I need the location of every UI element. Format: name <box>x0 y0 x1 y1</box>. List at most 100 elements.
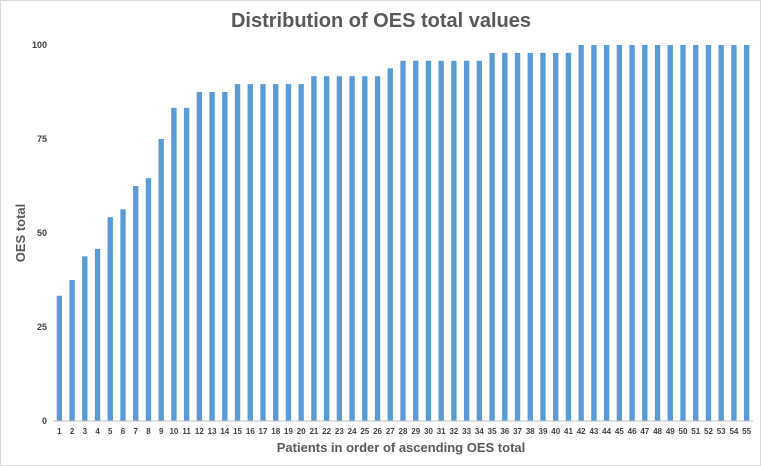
y-tick-label: 100 <box>32 40 47 50</box>
bar-18 <box>273 84 279 421</box>
bar-29 <box>413 60 419 422</box>
x-tick-label: 10 <box>169 427 178 436</box>
y-axis-ticks: 0 25 50 75 100 <box>32 40 47 426</box>
bar-38 <box>527 52 533 422</box>
bar-26 <box>374 76 381 421</box>
x-tick-label: 46 <box>628 427 637 436</box>
bar-17 <box>260 84 266 421</box>
bar-13 <box>209 92 215 421</box>
x-tick-label: 40 <box>551 427 560 436</box>
y-tick-label: 0 <box>42 416 47 426</box>
x-tick-label: 13 <box>208 427 217 436</box>
x-tick-label: 22 <box>322 427 331 436</box>
x-tick-label: 48 <box>653 427 662 436</box>
x-tick-label: 14 <box>220 427 229 436</box>
x-tick-label: 20 <box>297 427 306 436</box>
bar-25 <box>362 76 368 421</box>
bar-31 <box>438 60 444 422</box>
x-tick-label: 23 <box>335 427 344 436</box>
x-tick-label: 38 <box>526 427 535 436</box>
bar-3 <box>82 256 88 421</box>
x-tick-label: 7 <box>134 427 139 436</box>
bar-41 <box>565 52 572 422</box>
bar-11 <box>183 107 190 422</box>
bar-2 <box>69 280 75 421</box>
bar-30 <box>425 60 432 422</box>
x-tick-label: 5 <box>108 427 113 436</box>
x-tick-label: 19 <box>284 427 293 436</box>
x-tick-label: 35 <box>488 427 497 436</box>
bar-24 <box>349 76 355 421</box>
bar-54 <box>731 45 737 421</box>
x-tick-label: 39 <box>539 427 548 436</box>
bar-51 <box>693 45 699 421</box>
x-tick-label: 37 <box>513 427 522 436</box>
y-tick-label: 75 <box>37 134 47 144</box>
bars <box>56 45 750 422</box>
x-tick-label: 45 <box>615 427 624 436</box>
x-tick-label: 53 <box>717 427 726 436</box>
x-tick-label: 31 <box>437 427 446 436</box>
x-tick-label: 17 <box>259 427 268 436</box>
bar-27 <box>387 68 393 421</box>
x-tick-label: 27 <box>386 427 395 436</box>
x-tick-label: 16 <box>246 427 255 436</box>
bar-43 <box>591 45 597 421</box>
y-axis-title: OES total <box>13 204 28 263</box>
bar-16 <box>247 84 253 421</box>
bar-19 <box>285 84 292 421</box>
x-tick-label: 43 <box>589 427 598 436</box>
x-tick-label: 55 <box>742 427 751 436</box>
bar-45 <box>616 45 623 421</box>
x-tick-label: 4 <box>95 427 100 436</box>
bar-36 <box>502 52 508 422</box>
bar-49 <box>667 45 673 421</box>
x-axis-title: Patients in order of ascending OES total <box>277 440 526 455</box>
bar-34 <box>476 60 483 422</box>
bar-32 <box>451 60 457 422</box>
x-tick-label: 44 <box>602 427 611 436</box>
x-tick-label: 52 <box>704 427 713 436</box>
bar-1 <box>56 295 63 421</box>
x-tick-label: 11 <box>182 427 191 436</box>
bar-37 <box>514 52 521 422</box>
bar-20 <box>298 84 304 421</box>
bar-53 <box>718 45 724 421</box>
bar-48 <box>654 45 661 421</box>
bar-44 <box>603 45 610 421</box>
x-tick-label: 15 <box>233 427 242 436</box>
bar-39 <box>540 52 546 422</box>
x-tick-label: 12 <box>195 427 204 436</box>
x-tick-label: 6 <box>121 427 126 436</box>
bar-40 <box>553 52 559 422</box>
x-tick-label: 49 <box>666 427 675 436</box>
x-tick-label: 32 <box>449 427 458 436</box>
bar-8 <box>145 178 152 421</box>
x-tick-label: 36 <box>500 427 509 436</box>
x-tick-label: 26 <box>373 427 382 436</box>
x-tick-label: 42 <box>577 427 586 436</box>
bar-33 <box>463 60 470 422</box>
chart-title: Distribution of OES total values <box>231 10 531 32</box>
x-tick-label: 33 <box>462 427 471 436</box>
bar-12 <box>196 92 203 421</box>
bar-28 <box>400 60 406 422</box>
x-tick-label: 8 <box>146 427 151 436</box>
bar-42 <box>578 45 584 421</box>
x-tick-label: 41 <box>564 427 573 436</box>
bar-9 <box>158 139 164 421</box>
bar-10 <box>171 107 177 422</box>
x-axis-ticks: 1 2 3 4 5 6 7 8 9 10 11 12 13 14 15 16 17 18 19 20 21 22 23 24 2… <box>57 427 751 436</box>
bar-21 <box>311 76 317 421</box>
x-tick-label: 9 <box>159 427 164 436</box>
x-tick-label: 51 <box>691 427 700 436</box>
y-tick-label: 25 <box>37 322 47 332</box>
bar-5 <box>107 217 113 421</box>
x-tick-label: 30 <box>424 427 433 436</box>
bar-15 <box>234 84 241 421</box>
x-tick-label: 28 <box>399 427 408 436</box>
x-tick-label: 3 <box>83 427 88 436</box>
bar-52 <box>705 45 712 421</box>
bar-46 <box>629 45 635 421</box>
